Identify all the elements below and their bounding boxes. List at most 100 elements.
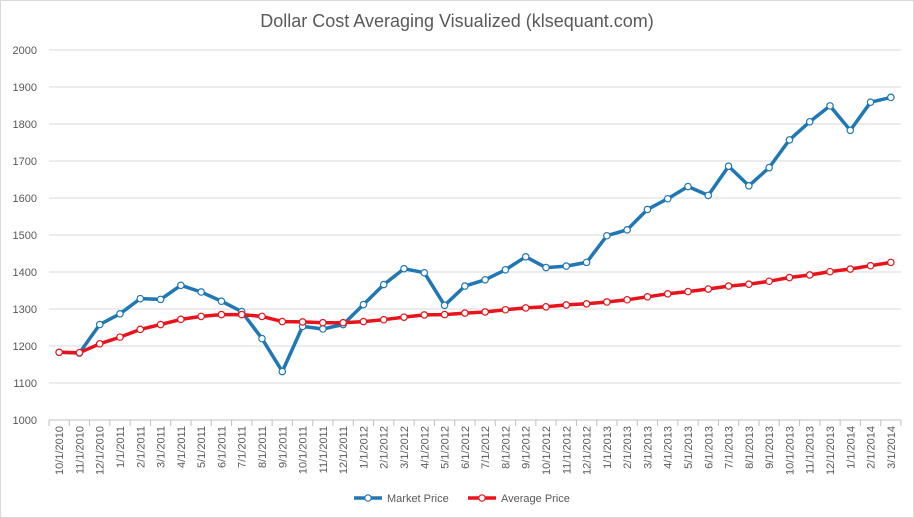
data-point (481, 275, 489, 284)
data-point (481, 308, 489, 316)
y-tick-label: 1000 (13, 415, 37, 427)
y-tick-label: 2000 (13, 45, 37, 57)
data-point (805, 271, 814, 279)
x-tick-label: 3/1/2014 (886, 426, 898, 469)
data-point (704, 191, 713, 200)
data-point (116, 333, 124, 341)
data-point (623, 226, 631, 234)
data-point (319, 318, 327, 327)
x-tick-label: 10/1/2012 (541, 426, 553, 475)
x-tick-label: 2/1/2012 (379, 426, 391, 469)
x-tick-label: 8/1/2011 (257, 426, 269, 468)
data-point (359, 300, 368, 309)
x-tick-label: 6/1/2011 (216, 426, 228, 468)
series-line-0 (57, 95, 893, 374)
data-point (724, 282, 733, 290)
data-point (420, 268, 429, 277)
data-point (400, 313, 408, 321)
y-tick-label: 1100 (13, 378, 37, 390)
data-point (400, 264, 408, 273)
data-point (136, 294, 145, 303)
x-tick-label: 10/1/2011 (298, 426, 310, 474)
data-point (603, 231, 611, 240)
x-tick-label: 11/1/2010 (74, 426, 86, 474)
data-point (826, 102, 834, 110)
x-tick-label: 12/1/2010 (95, 426, 107, 475)
x-tick-label: 1/1/2012 (358, 426, 370, 469)
x-tick-label: 5/1/2012 (440, 426, 452, 469)
x-tick-label: 11/1/2012 (561, 426, 573, 474)
legend-label: Average Price (501, 493, 570, 505)
data-point (379, 315, 388, 324)
data-point (745, 181, 753, 190)
data-point (258, 334, 266, 343)
y-tick-label: 1600 (13, 193, 37, 205)
data-point (379, 280, 388, 289)
data-point (258, 312, 266, 321)
x-tick-label: 4/1/2011 (176, 426, 188, 468)
data-point (663, 194, 672, 203)
data-point (643, 205, 652, 214)
data-point (582, 300, 591, 308)
data-point (339, 318, 347, 327)
data-point (278, 367, 287, 376)
x-tick-label: 7/1/2013 (724, 426, 736, 469)
data-point (298, 318, 307, 326)
data-point (461, 282, 469, 290)
y-tick-label: 1200 (13, 341, 37, 353)
data-point (623, 295, 631, 304)
x-tick-label: 1/1/2014 (845, 426, 857, 469)
data-point (846, 265, 855, 273)
data-point (866, 98, 875, 106)
data-point (440, 310, 449, 319)
x-tick-label: 6/1/2012 (460, 426, 472, 469)
data-point (521, 253, 530, 261)
x-tick-label: 3/1/2013 (642, 426, 654, 469)
legend-swatch-marker (364, 494, 372, 502)
y-tick-label: 1800 (13, 119, 37, 131)
x-tick-label: 10/1/2010 (54, 426, 66, 475)
legend-swatch-marker (478, 494, 486, 502)
data-point (156, 320, 165, 329)
data-point (846, 126, 855, 135)
x-tick-label: 9/1/2013 (764, 426, 776, 469)
x-tick-label: 12/1/2011 (338, 426, 350, 474)
data-point (785, 273, 794, 282)
x-tick-label: 4/1/2013 (663, 426, 675, 469)
data-point (724, 162, 733, 170)
x-tick-label: 1/1/2013 (602, 426, 614, 469)
data-point (501, 305, 510, 314)
data-point (684, 287, 692, 296)
data-point (562, 262, 571, 270)
data-point (237, 310, 246, 319)
data-point (663, 290, 672, 298)
x-tick-label: 2/1/2013 (622, 426, 634, 469)
data-point (785, 136, 794, 144)
data-point (765, 277, 773, 286)
data-point (805, 117, 814, 126)
data-point (461, 309, 469, 317)
y-tick-label: 1500 (13, 230, 37, 242)
data-point (562, 301, 571, 309)
data-point (887, 258, 895, 267)
data-point (75, 348, 84, 357)
x-tick-label: 11/1/2011 (318, 426, 330, 473)
legend-label: Market Price (387, 493, 449, 505)
data-point (420, 311, 429, 319)
x-tick-label: 8/1/2013 (744, 426, 756, 469)
data-point (217, 297, 226, 306)
data-point (542, 302, 550, 311)
x-tick-label: 5/1/2013 (683, 426, 695, 469)
data-point (197, 288, 205, 296)
data-point (603, 298, 611, 306)
x-tick-label: 7/1/2012 (480, 426, 492, 469)
data-point (55, 348, 63, 357)
data-point (866, 261, 875, 270)
x-tick-label: 1/1/2011 (115, 426, 127, 468)
x-tick-label: 12/1/2012 (582, 426, 594, 475)
data-point (521, 304, 530, 312)
data-point (177, 281, 185, 290)
x-tick-label: 4/1/2012 (419, 426, 431, 469)
data-point (156, 295, 165, 304)
